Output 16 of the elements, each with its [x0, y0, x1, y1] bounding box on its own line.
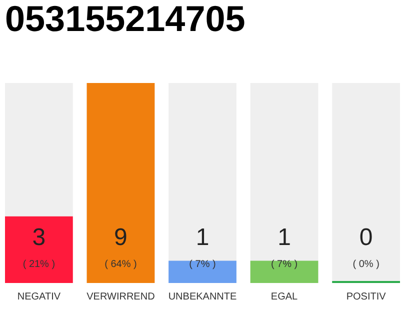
- x-tick-label: EGAL: [270, 292, 298, 302]
- x-tick-label: VERWIRREND: [86, 292, 155, 302]
- annotation: ( 0% ): [352, 259, 380, 270]
- data-label: 9: [114, 224, 128, 251]
- data-label: 1: [278, 224, 291, 251]
- x-tick-label: UNBEKANNTE: [168, 292, 237, 302]
- data-label: 3: [32, 224, 46, 251]
- annotation: ( 64% ): [104, 259, 137, 270]
- annotation: ( 7% ): [189, 259, 216, 270]
- annotation: ( 7% ): [270, 259, 298, 270]
- data-label: 0: [359, 224, 373, 251]
- chart-title: 053155214705: [5, 0, 246, 39]
- x-tick-label: POSITIV: [346, 292, 386, 302]
- x-tick-label: NEGATIV: [17, 292, 61, 302]
- data-label: 1: [196, 224, 210, 251]
- annotation: ( 21% ): [22, 259, 56, 270]
